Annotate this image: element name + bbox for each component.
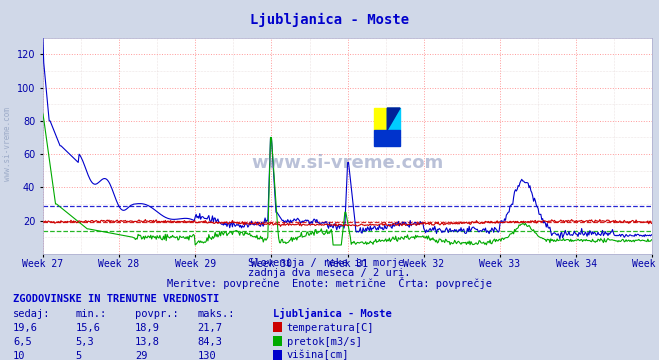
Bar — [387, 108, 400, 130]
Text: Ljubljanica - Moste: Ljubljanica - Moste — [250, 13, 409, 27]
Text: ZGODOVINSKE IN TRENUTNE VREDNOSTI: ZGODOVINSKE IN TRENUTNE VREDNOSTI — [13, 294, 219, 304]
Text: 5: 5 — [76, 351, 82, 360]
Text: Slovenija / reke in morje.: Slovenija / reke in morje. — [248, 258, 411, 268]
Text: 6,5: 6,5 — [13, 337, 32, 347]
Text: 130: 130 — [198, 351, 216, 360]
Text: sedaj:: sedaj: — [13, 309, 51, 319]
Text: 29: 29 — [135, 351, 148, 360]
Bar — [374, 130, 400, 146]
Text: maks.:: maks.: — [198, 309, 235, 319]
Polygon shape — [387, 108, 400, 130]
Text: 18,9: 18,9 — [135, 323, 160, 333]
Bar — [374, 108, 387, 130]
Text: 15,6: 15,6 — [76, 323, 101, 333]
Text: 13,8: 13,8 — [135, 337, 160, 347]
Text: temperatura[C]: temperatura[C] — [287, 323, 374, 333]
Text: Meritve: povprečne  Enote: metrične  Črta: povprečje: Meritve: povprečne Enote: metrične Črta:… — [167, 277, 492, 289]
Text: Ljubljanica - Moste: Ljubljanica - Moste — [273, 308, 392, 319]
Text: pretok[m3/s]: pretok[m3/s] — [287, 337, 362, 347]
Text: 10: 10 — [13, 351, 26, 360]
Text: 84,3: 84,3 — [198, 337, 223, 347]
Text: 19,6: 19,6 — [13, 323, 38, 333]
Text: min.:: min.: — [76, 309, 107, 319]
Text: višina[cm]: višina[cm] — [287, 350, 349, 360]
Text: www.si-vreme.com: www.si-vreme.com — [3, 107, 13, 181]
Text: povpr.:: povpr.: — [135, 309, 179, 319]
Text: zadnja dva meseca / 2 uri.: zadnja dva meseca / 2 uri. — [248, 269, 411, 279]
Text: www.si-vreme.com: www.si-vreme.com — [252, 154, 444, 172]
Text: 5,3: 5,3 — [76, 337, 94, 347]
Text: 21,7: 21,7 — [198, 323, 223, 333]
